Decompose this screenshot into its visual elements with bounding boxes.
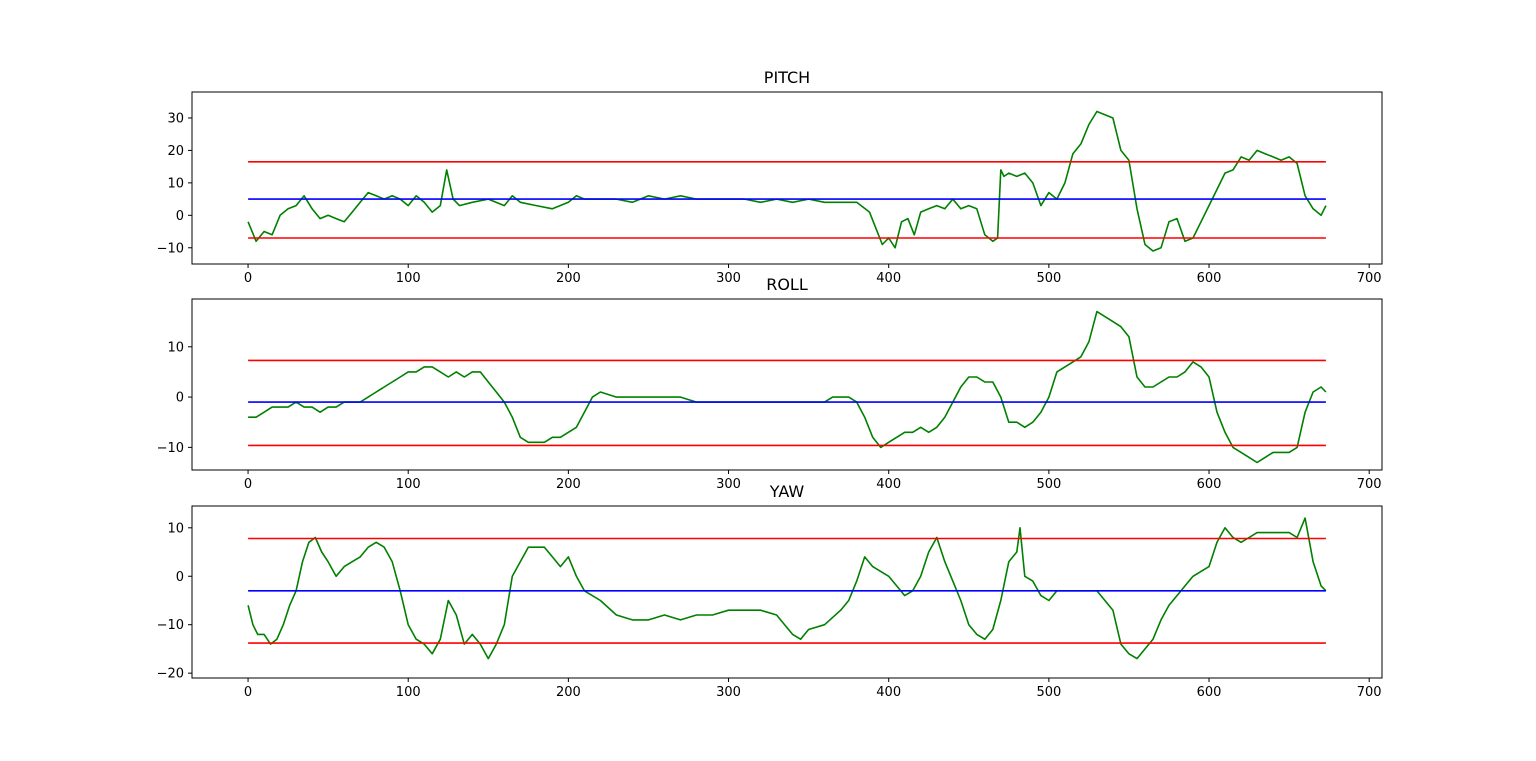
panel-pitch: 0 100 200 300 400 500 600 700 −10 0 10 20 30 PITCH xyxy=(157,68,1383,286)
roll-y-tick-label: −10 xyxy=(157,441,184,456)
yaw-x-tick-label: 100 xyxy=(396,685,421,700)
roll-x-tick-label: 500 xyxy=(1036,477,1061,492)
yaw-y-tick-label: 10 xyxy=(167,521,184,536)
yaw-x-tick-label: 500 xyxy=(1036,685,1061,700)
roll-y-tick-label: 0 xyxy=(176,391,184,406)
yaw-x-tick-label: 400 xyxy=(876,685,901,700)
roll-axes-frame xyxy=(191,298,1383,471)
pitch-x-tick-label: 100 xyxy=(396,271,421,286)
pitch-y-tick-label: 10 xyxy=(167,176,184,191)
roll-x-tick-label: 200 xyxy=(556,477,581,492)
pitch-x-tick-label: 500 xyxy=(1036,271,1061,286)
pitch-y-tick-label: 30 xyxy=(167,111,184,126)
yaw-y-tick-label: 0 xyxy=(176,570,184,585)
pitch-x-tick-label: 600 xyxy=(1197,271,1222,286)
pitch-y-tick-label: 20 xyxy=(167,144,184,159)
pitch-y-tick-label: 0 xyxy=(176,209,184,224)
roll-y-tick-label: 10 xyxy=(167,340,184,355)
roll-x-tick-label: 300 xyxy=(716,477,741,492)
pitch-title: PITCH xyxy=(764,68,810,87)
roll-signal-line xyxy=(248,310,1327,464)
pitch-x-tick-label: 0 xyxy=(244,271,252,286)
yaw-x-tick-label: 700 xyxy=(1357,685,1382,700)
pitch-x-tick-label: 200 xyxy=(556,271,581,286)
roll-x-tick-label: 600 xyxy=(1197,477,1222,492)
yaw-y-tick-label: −20 xyxy=(157,667,184,682)
yaw-x-tick-label: 300 xyxy=(716,685,741,700)
roll-x-tick-label: 700 xyxy=(1357,477,1382,492)
yaw-title: YAW xyxy=(769,482,805,501)
yaw-x-tick-label: 200 xyxy=(556,685,581,700)
panel-yaw: 0 100 200 300 400 500 600 700 −20 −10 0 10 YAW xyxy=(157,482,1383,700)
pitch-axes-frame xyxy=(191,91,1383,265)
roll-title: ROLL xyxy=(766,275,808,294)
panel-roll: 0 100 200 300 400 500 600 700 −10 0 10 ROLL xyxy=(157,275,1383,492)
roll-x-tick-label: 400 xyxy=(876,477,901,492)
roll-x-tick-label: 100 xyxy=(396,477,421,492)
yaw-x-tick-label: 600 xyxy=(1197,685,1222,700)
roll-x-tick-label: 0 xyxy=(244,477,252,492)
yaw-x-tick-label: 0 xyxy=(244,685,252,700)
yaw-axes-frame xyxy=(191,505,1383,679)
yaw-signal-line xyxy=(247,517,1327,660)
pitch-x-tick-label: 400 xyxy=(876,271,901,286)
pitch-x-tick-label: 300 xyxy=(716,271,741,286)
pitch-x-tick-label: 700 xyxy=(1357,271,1382,286)
pitch-y-tick-label: −10 xyxy=(157,241,184,256)
yaw-y-tick-label: −10 xyxy=(157,618,184,633)
